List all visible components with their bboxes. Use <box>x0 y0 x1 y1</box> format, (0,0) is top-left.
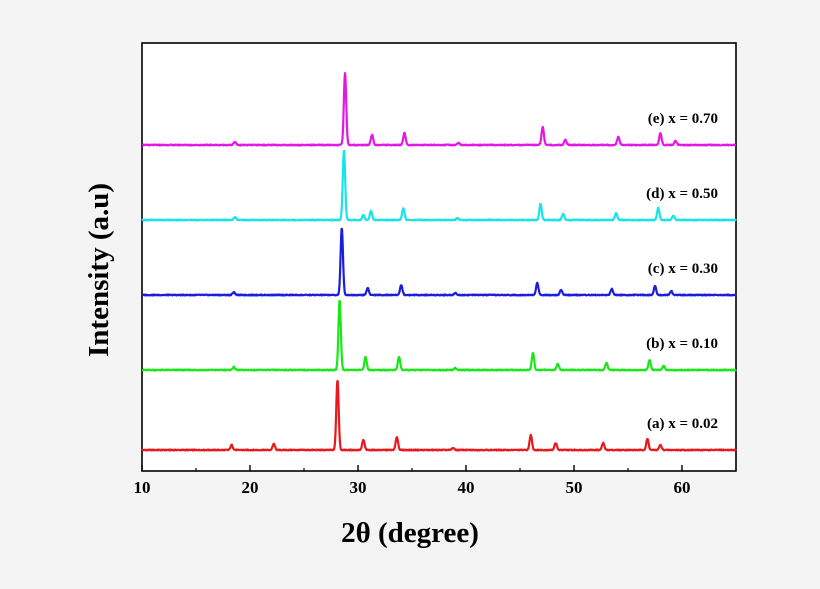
series-line <box>141 299 737 372</box>
x-tick-label: 20 <box>242 478 259 497</box>
series-line <box>141 227 737 297</box>
series-line <box>141 72 737 147</box>
plot-frame <box>141 42 737 472</box>
series-line <box>141 149 737 222</box>
series-line <box>141 379 737 452</box>
x-axis: 10 20 30 40 50 60 <box>134 465 691 497</box>
series-label: (a) x = 0.02 <box>647 416 718 432</box>
series-layer <box>141 72 737 452</box>
x-tick-label: 40 <box>458 478 475 497</box>
x-tick-label: 30 <box>350 478 367 497</box>
series-label: (b) x = 0.10 <box>646 336 718 352</box>
series-labels: (a) x = 0.02 (b) x = 0.10 (c) x = 0.30 (d) … <box>646 111 718 432</box>
x-tick-label: 60 <box>674 478 691 497</box>
series-label: (c) x = 0.30 <box>648 261 718 277</box>
x-tick-label: 10 <box>134 478 151 497</box>
x-tick-label: 50 <box>566 478 583 497</box>
series-label: (e) x = 0.70 <box>648 111 718 127</box>
y-axis-title: Intensity (a.u) <box>83 183 115 357</box>
series-label: (d) x = 0.50 <box>646 186 718 202</box>
x-axis-title: 2θ (degree) <box>341 517 479 549</box>
